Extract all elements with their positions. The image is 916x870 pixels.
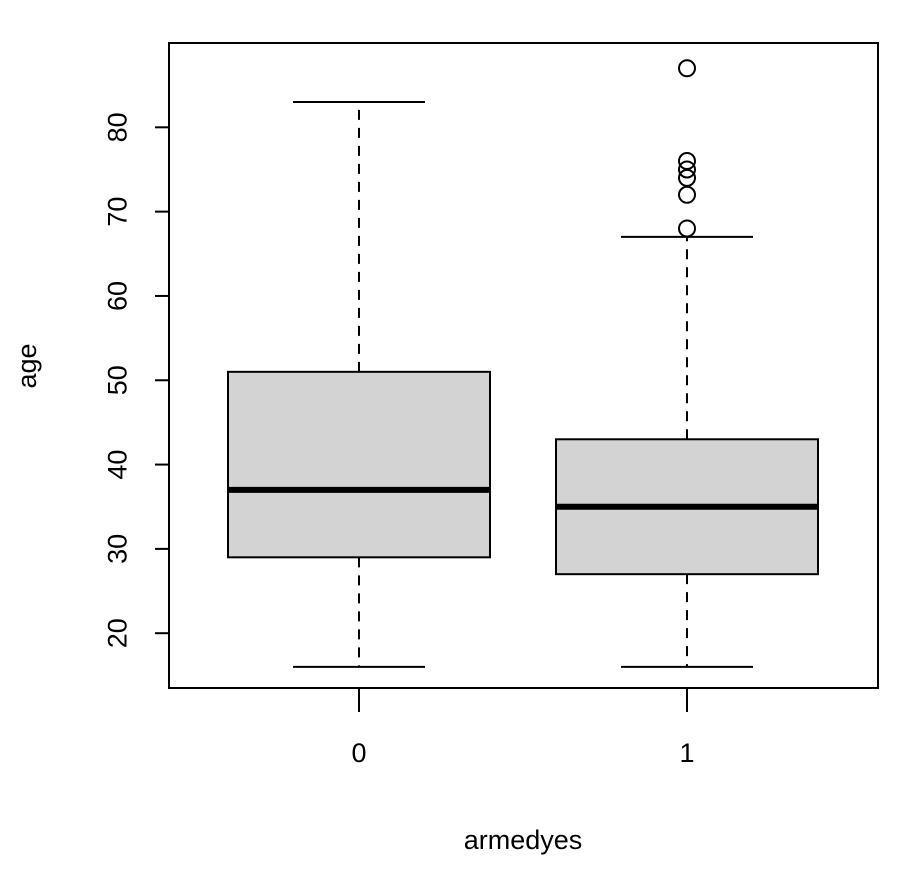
box-1-outlier-3 [678, 160, 696, 179]
box-0-iqr-rect [227, 370, 491, 559]
box-1-outlier-5 [678, 59, 696, 78]
y-tick-label-80: 80 [102, 112, 132, 142]
plot-frame [168, 42, 879, 689]
plot-layer: 20 30 40 50 60 70 80 0 1 [102, 42, 879, 768]
box-1-outlier-1 [678, 185, 696, 204]
box-1-outlier-4 [678, 152, 696, 171]
x-tick-label-1: 1 [679, 738, 694, 768]
y-tick-label-20: 20 [102, 618, 132, 648]
y-tick-label-30: 30 [102, 534, 132, 564]
y-tick-label-70: 70 [102, 197, 132, 227]
y-tick-label-60: 60 [102, 281, 132, 311]
x-tick-label-0: 0 [351, 738, 366, 768]
y-tick-label-50: 50 [102, 365, 132, 395]
box-1-outlier-0 [678, 219, 696, 238]
x-axis-label: armedyes [464, 825, 583, 855]
y-tick-label-40: 40 [102, 450, 132, 480]
y-axis-label: age [12, 343, 42, 388]
